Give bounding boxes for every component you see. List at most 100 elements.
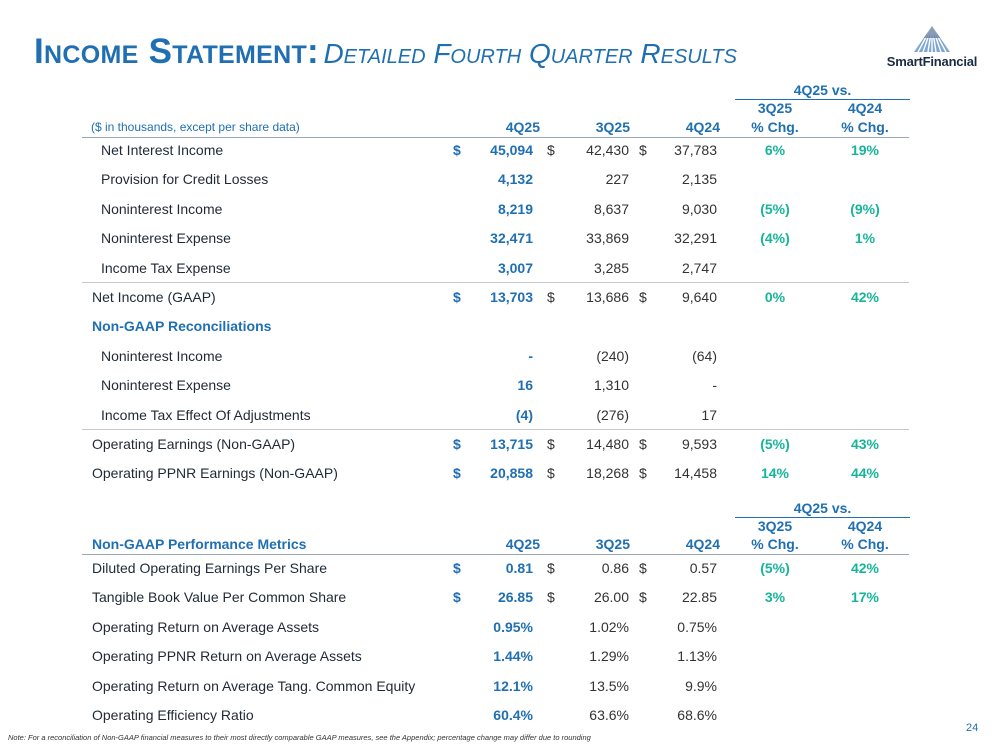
- pct-change-4q24: (9%): [850, 200, 880, 217]
- title-main: Income Statement:: [34, 32, 319, 71]
- value-3q25: (276): [596, 406, 629, 423]
- pct-change-3q25: 14%: [760, 465, 790, 482]
- header-divider: [82, 554, 909, 555]
- logo-text: SmartFinancial: [886, 54, 978, 69]
- value-4q24: 0.57: [689, 560, 717, 576]
- row-label: Operating Efficiency Ratio: [92, 707, 254, 723]
- vs-underline: [735, 99, 910, 100]
- pct-change-4q24: 44%: [850, 465, 880, 482]
- page-number: 24: [966, 722, 979, 734]
- chg1-header-top: 3Q25: [757, 100, 793, 116]
- row-label: Operating Return on Average Assets: [92, 618, 319, 635]
- row-label: Net Income (GAAP): [92, 289, 216, 305]
- pct-change-4q24: 17%: [850, 589, 880, 606]
- vs-underline: [735, 517, 910, 518]
- currency-3q25: $: [547, 289, 555, 305]
- value-4q25: 8,219: [497, 200, 533, 217]
- row-label: Operating Earnings (Non-GAAP): [92, 436, 296, 452]
- row-divider: [82, 282, 909, 283]
- row-label: Income Tax Expense: [101, 259, 231, 276]
- row-label: Operating PPNR Earnings (Non-GAAP): [92, 465, 338, 482]
- value-3q25: 1,310: [593, 377, 629, 394]
- value-3q25: 1.29%: [589, 648, 629, 665]
- chg1-header-bottom: % Chg.: [751, 119, 799, 135]
- currency-4q24: $: [639, 142, 647, 158]
- currency-4q25: $: [453, 589, 461, 606]
- value-4q25: 45,094: [490, 142, 533, 158]
- value-4q24: 37,783: [674, 142, 717, 158]
- row-divider: [82, 429, 909, 430]
- value-3q25: 33,869: [586, 230, 629, 247]
- currency-4q25: $: [453, 465, 461, 482]
- value-3q25: 1.02%: [589, 618, 629, 635]
- currency-4q25: $: [453, 142, 461, 158]
- vs-label: 4Q25 vs.: [793, 500, 852, 516]
- currency-4q25: $: [453, 560, 461, 576]
- value-4q24: (64): [692, 347, 717, 364]
- value-4q24: 1.13%: [677, 648, 717, 665]
- value-3q25: 227: [605, 171, 629, 188]
- page-title: Income Statement: Detailed Fourth Quarte…: [34, 32, 737, 72]
- value-4q25: 0.81: [505, 560, 533, 576]
- pct-change-3q25: (5%): [760, 436, 790, 452]
- currency-4q24: $: [639, 436, 647, 452]
- header-divider: [82, 137, 909, 138]
- pct-change-3q25: 6%: [764, 142, 786, 158]
- currency-4q25: $: [453, 436, 461, 452]
- value-4q25: 0.95%: [493, 618, 533, 635]
- row-label: Tangible Book Value Per Common Share: [92, 589, 347, 606]
- value-4q25: 12.1%: [493, 677, 533, 694]
- logo-mark-icon: [914, 25, 950, 53]
- value-3q25: 63.6%: [589, 707, 629, 723]
- pct-change-4q24: 42%: [850, 289, 880, 305]
- value-3q25: 0.86: [601, 560, 629, 576]
- row-label: Operating PPNR Return on Average Assets: [92, 648, 362, 665]
- value-3q25: 8,637: [593, 200, 629, 217]
- chg2-header-top: 4Q24: [847, 100, 883, 116]
- value-4q25: 60.4%: [493, 707, 533, 723]
- value-4q25: 20,858: [490, 465, 533, 482]
- currency-3q25: $: [547, 560, 555, 576]
- row-label: Income Tax Effect Of Adjustments: [101, 406, 311, 423]
- chg1-header-bottom: % Chg.: [751, 536, 799, 552]
- row-label: Noninterest Expense: [101, 377, 231, 394]
- pct-change-3q25: 0%: [764, 289, 786, 305]
- units-note: ($ in thousands, except per share data): [91, 120, 300, 134]
- col-header-3q25: 3Q25: [595, 536, 630, 552]
- value-4q24: 14,458: [674, 465, 717, 482]
- metrics-section-title: Non-GAAP Performance Metrics: [92, 536, 307, 552]
- value-3q25: 3,285: [593, 259, 629, 276]
- currency-3q25: $: [547, 436, 555, 452]
- title-sub: Detailed Fourth Quarter Results: [323, 38, 737, 69]
- pct-change-3q25: (5%): [760, 560, 790, 576]
- pct-change-4q24: 1%: [854, 230, 876, 247]
- chg2-header-bottom: % Chg.: [841, 119, 889, 135]
- currency-4q24: $: [639, 289, 647, 305]
- value-4q25: 1.44%: [493, 648, 533, 665]
- col-header-4q25: 4Q25: [505, 119, 540, 135]
- pct-change-4q24: 42%: [850, 560, 880, 576]
- value-3q25: 18,268: [586, 465, 629, 482]
- row-label: Noninterest Expense: [101, 230, 231, 247]
- col-header-3q25: 3Q25: [595, 119, 630, 135]
- value-3q25: (240): [596, 347, 629, 364]
- row-label: Diluted Operating Earnings Per Share: [92, 560, 328, 576]
- value-4q25: 32,471: [490, 230, 533, 247]
- value-4q24: 9,640: [681, 289, 717, 305]
- value-4q24: 17: [701, 406, 717, 423]
- chg1-header-top: 3Q25: [757, 518, 793, 534]
- value-4q24: 0.75%: [677, 618, 717, 635]
- row-label: Non-GAAP Reconciliations: [92, 318, 272, 335]
- value-4q25: (4): [515, 406, 533, 423]
- footnote: Note: For a reconciliation of Non-GAAP f…: [8, 733, 591, 742]
- value-4q25: 16: [517, 377, 533, 394]
- value-4q25: 3,007: [497, 259, 533, 276]
- currency-3q25: $: [547, 589, 555, 606]
- currency-3q25: $: [547, 142, 555, 158]
- currency-4q24: $: [639, 560, 647, 576]
- value-4q24: 9,593: [681, 436, 717, 452]
- vs-label: 4Q25 vs.: [793, 82, 852, 98]
- currency-4q25: $: [453, 289, 461, 305]
- row-label: Operating Return on Average Tang. Common…: [92, 677, 416, 694]
- currency-3q25: $: [547, 465, 555, 482]
